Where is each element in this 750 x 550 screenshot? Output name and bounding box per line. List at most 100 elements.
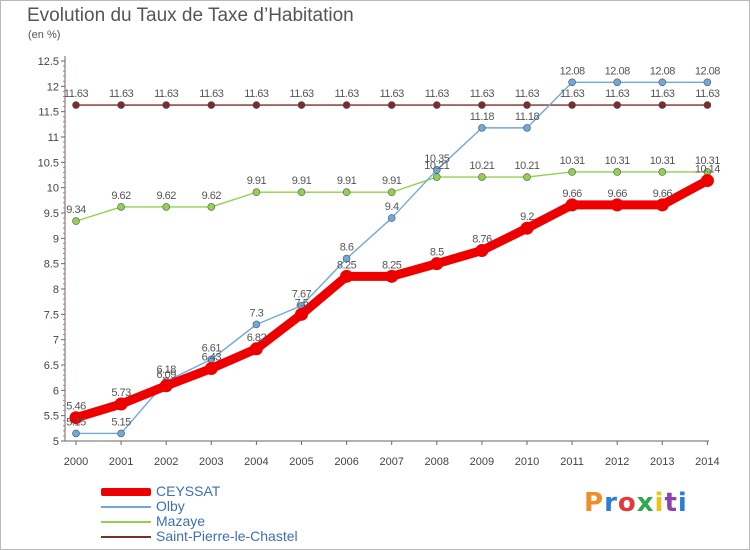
data-point-mazaye bbox=[387, 188, 396, 197]
x-tick-label: 2013 bbox=[650, 456, 674, 468]
data-point-saint-pierre-le-chastel bbox=[72, 101, 80, 109]
data-point-saint-pierre-le-chastel bbox=[342, 101, 351, 109]
y-tick-label: 11 bbox=[48, 132, 59, 144]
data-point-saint-pierre-le-chastel bbox=[613, 101, 622, 109]
x-tick-label: 2003 bbox=[199, 456, 223, 468]
data-label-olby: 10.35 bbox=[424, 153, 449, 165]
data-label-saint-pierre-le-chastel: 11.63 bbox=[334, 88, 359, 100]
proxiti-logo: Proxiti bbox=[584, 488, 688, 518]
data-point-olby bbox=[568, 78, 576, 87]
data-point-ceyssat bbox=[295, 307, 308, 321]
x-tick-label: 2011 bbox=[560, 456, 584, 468]
data-point-saint-pierre-le-chastel bbox=[432, 101, 441, 109]
data-point-saint-pierre-le-chastel bbox=[478, 101, 486, 109]
legend-swatch-saint-pierre-le-chastel bbox=[101, 536, 151, 538]
data-point-mazaye bbox=[252, 188, 261, 197]
data-label-olby: 5.15 bbox=[111, 416, 131, 428]
data-label-ceyssat: 6.43 bbox=[202, 352, 222, 364]
y-tick-label: 10.5 bbox=[38, 157, 59, 169]
data-point-olby bbox=[523, 124, 531, 132]
data-label-olby: 12.08 bbox=[560, 65, 585, 77]
y-tick-label: 7 bbox=[53, 335, 59, 347]
data-point-ceyssat bbox=[565, 198, 579, 212]
data-point-olby bbox=[117, 429, 125, 438]
data-point-saint-pierre-le-chastel bbox=[207, 101, 216, 109]
chart-title: Evolution du Taux de Taxe d’Habitation bbox=[27, 5, 354, 26]
legend-swatch-ceyssat bbox=[101, 488, 151, 496]
legend-item-ceyssat: CEYSSAT bbox=[101, 483, 361, 499]
data-point-saint-pierre-le-chastel bbox=[658, 101, 667, 109]
data-label-mazaye: 10.21 bbox=[514, 160, 539, 172]
data-label-saint-pierre-le-chastel: 11.63 bbox=[470, 88, 495, 100]
legend-label-olby: Olby bbox=[156, 498, 185, 514]
data-point-ceyssat bbox=[475, 243, 489, 257]
logo-letter: i bbox=[677, 488, 688, 518]
data-label-olby: 7.3 bbox=[250, 307, 264, 319]
data-point-mazaye bbox=[523, 173, 531, 181]
data-point-ceyssat bbox=[700, 174, 714, 188]
data-point-olby bbox=[658, 78, 667, 87]
y-tick-label: 11.5 bbox=[38, 107, 59, 119]
data-label-olby: 12.08 bbox=[695, 65, 720, 77]
data-label-olby: 6.18 bbox=[156, 364, 176, 376]
x-tick-label: 2001 bbox=[109, 456, 133, 468]
data-label-mazaye: 10.31 bbox=[605, 155, 630, 167]
legend-item-olby: Olby bbox=[101, 498, 361, 514]
data-point-ceyssat bbox=[159, 379, 173, 393]
data-point-mazaye bbox=[72, 217, 80, 225]
data-point-mazaye bbox=[162, 203, 170, 211]
data-label-olby: 6.61 bbox=[202, 342, 222, 354]
data-label-mazaye: 9.91 bbox=[247, 175, 267, 187]
y-tick-label: 12 bbox=[47, 81, 59, 93]
legend-label-saint-pierre-le-chastel: Saint-Pierre-le-Chastel bbox=[156, 528, 298, 544]
data-label-saint-pierre-le-chastel: 11.63 bbox=[64, 88, 89, 100]
data-label-ceyssat: 9.66 bbox=[562, 188, 582, 200]
legend-label-mazaye: Mazaye bbox=[156, 513, 206, 529]
data-point-ceyssat bbox=[249, 342, 263, 356]
y-tick-label: 6.5 bbox=[44, 360, 59, 372]
logo-letter: x bbox=[636, 488, 655, 518]
y-tick-label: 10 bbox=[47, 183, 59, 195]
data-label-ceyssat: 10.14 bbox=[695, 164, 720, 176]
data-point-mazaye bbox=[478, 173, 486, 181]
data-point-saint-pierre-le-chastel bbox=[387, 101, 396, 109]
data-point-ceyssat bbox=[385, 269, 399, 283]
data-point-mazaye bbox=[613, 168, 622, 176]
data-point-ceyssat bbox=[520, 221, 534, 235]
logo-letter: t bbox=[664, 488, 678, 518]
data-point-olby bbox=[252, 320, 261, 329]
data-label-mazaye: 9.34 bbox=[66, 204, 86, 216]
data-label-mazaye: 10.21 bbox=[469, 160, 494, 172]
y-tick-label: 5 bbox=[53, 436, 59, 448]
data-label-olby: 8.6 bbox=[340, 242, 354, 254]
x-tick-label: 2009 bbox=[470, 456, 494, 468]
data-point-saint-pierre-le-chastel bbox=[252, 101, 261, 109]
data-point-olby bbox=[387, 214, 396, 222]
x-tick-label: 2000 bbox=[64, 456, 88, 468]
data-label-mazaye: 10.21 bbox=[424, 160, 449, 172]
data-label-mazaye: 10.31 bbox=[695, 155, 720, 167]
data-point-saint-pierre-le-chastel bbox=[568, 101, 576, 109]
data-point-mazaye bbox=[297, 188, 306, 197]
y-tick-label: 9.5 bbox=[44, 208, 59, 220]
data-point-ceyssat bbox=[114, 397, 128, 411]
data-label-mazaye: 9.91 bbox=[292, 175, 312, 187]
data-label-ceyssat: 8.25 bbox=[337, 259, 357, 271]
data-label-ceyssat: 6.09 bbox=[156, 369, 176, 381]
data-label-ceyssat: 7.5 bbox=[295, 297, 309, 309]
data-point-saint-pierre-le-chastel bbox=[523, 101, 531, 109]
x-tick-label: 2008 bbox=[425, 456, 449, 468]
data-label-mazaye: 9.62 bbox=[111, 190, 131, 202]
data-label-mazaye: 9.91 bbox=[382, 175, 402, 187]
data-label-saint-pierre-le-chastel: 11.63 bbox=[154, 88, 179, 100]
data-point-mazaye bbox=[117, 203, 125, 211]
legend-swatch-mazaye bbox=[101, 521, 151, 523]
data-point-saint-pierre-le-chastel bbox=[117, 101, 125, 109]
x-tick-label: 2007 bbox=[379, 456, 403, 468]
data-label-olby: 11.18 bbox=[470, 111, 495, 123]
legend-item-mazaye: Mazaye bbox=[101, 513, 361, 529]
data-label-saint-pierre-le-chastel: 11.63 bbox=[605, 88, 630, 100]
data-point-olby bbox=[478, 124, 486, 132]
